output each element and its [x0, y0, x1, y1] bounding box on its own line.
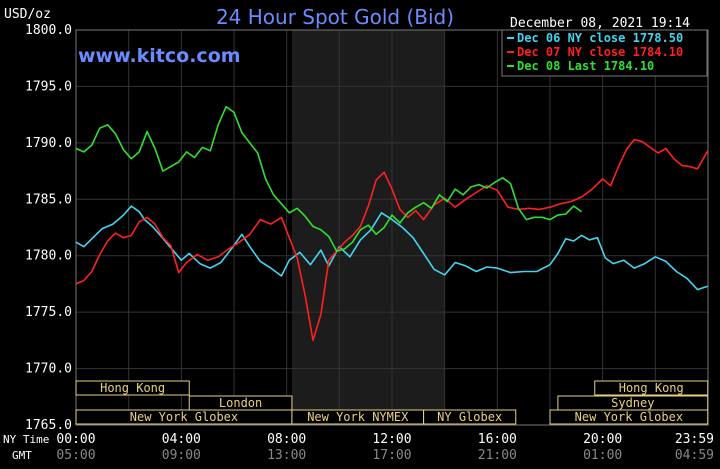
y-tick-label-3: 1785.0: [25, 192, 72, 207]
x-tick-gmt-3: 17:00: [372, 448, 411, 463]
x-tick-ny-3: 12:00: [372, 432, 411, 447]
y-tick-label-0: 1800.0: [25, 23, 72, 38]
legend-entry-1: Dec 07 NY close 1784.10: [517, 45, 683, 59]
x-tick-gmt-5: 01:00: [583, 448, 622, 463]
y-tick-label-5: 1775.0: [25, 305, 72, 320]
x-tick-ny-6: 23:59: [675, 432, 714, 447]
session-label-2: London: [219, 396, 262, 410]
plot-border: [75, 29, 709, 426]
x-tick-gmt-4: 21:00: [478, 448, 517, 463]
session-label-6: NY Globex: [437, 410, 502, 424]
session-box-0: [75, 380, 190, 396]
x-tick-ny-0: 00:00: [56, 432, 95, 447]
y-tick-label-6: 1770.0: [25, 362, 72, 377]
legend-entry-0: Dec 06 NY close 1778.50: [517, 31, 683, 45]
legend-entry-2: Dec 08 Last 1784.10: [517, 59, 654, 73]
x-tick-ny-5: 20:00: [583, 432, 622, 447]
session-label-1: Hong Kong: [619, 381, 684, 395]
session-box-7: [549, 409, 709, 425]
x-tick-ny-1: 04:00: [162, 432, 201, 447]
session-label-0: Hong Kong: [100, 381, 165, 395]
x-tick-gmt-0: 05:00: [56, 448, 95, 463]
session-label-3: Sydney: [611, 396, 654, 410]
session-label-5: New York NYMEX: [307, 410, 409, 424]
y-axis-unit-label: USD/oz: [4, 7, 51, 22]
series-line-dec-07: [75, 138, 709, 342]
y-tick-label-4: 1780.0: [25, 249, 72, 264]
kitco-watermark: www.kitco.com: [78, 45, 241, 67]
y-tick-label-7: 1765.0: [25, 418, 72, 433]
x-tick-gmt-2: 13:00: [267, 448, 306, 463]
y-tick-label-1: 1795.0: [25, 79, 72, 94]
session-label-7: New York Globex: [575, 410, 683, 424]
y-tick-label-2: 1790.0: [25, 136, 72, 151]
x-tick-gmt-6: 04:59: [675, 448, 714, 463]
series-line-dec-06: [75, 205, 708, 291]
gmt-label: GMT: [12, 449, 32, 462]
chart-datetime: December 08, 2021 19:14: [510, 16, 690, 31]
series-line-dec-08: [75, 105, 583, 252]
x-tick-gmt-1: 09:00: [162, 448, 201, 463]
session-box-1: [594, 380, 709, 396]
session-box-6: [423, 409, 517, 425]
legend-box: [501, 29, 708, 77]
session-label-4: New York Globex: [130, 410, 238, 424]
chart-title: 24 Hour Spot Gold (Bid): [216, 5, 454, 29]
ny-time-label: NY Time: [3, 433, 49, 446]
x-tick-ny-4: 16:00: [478, 432, 517, 447]
x-tick-ny-2: 08:00: [267, 432, 306, 447]
